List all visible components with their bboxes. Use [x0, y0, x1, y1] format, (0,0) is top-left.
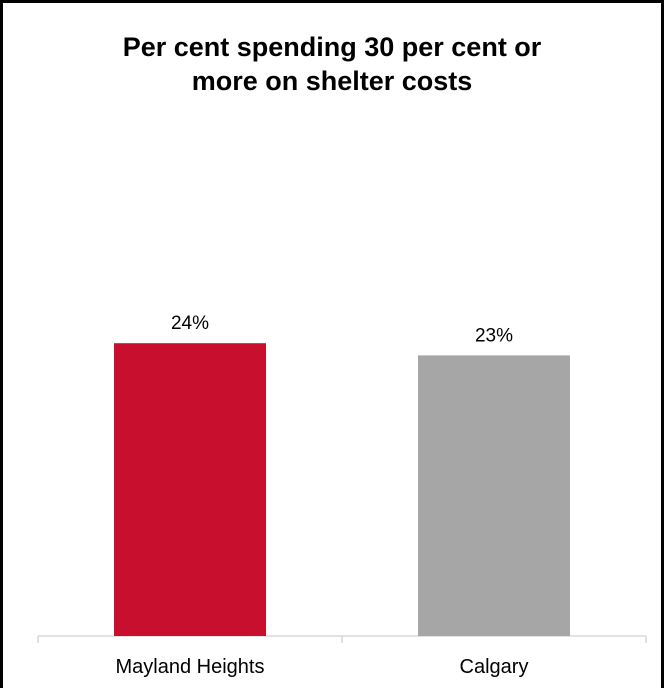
bar-mayland-heights — [114, 343, 266, 636]
bar-calgary — [418, 355, 570, 636]
data-label: 23% — [475, 325, 513, 346]
x-tick-label: Mayland Heights — [116, 656, 265, 678]
chart-title: Per cent spending 30 per cent or more on… — [0, 30, 664, 98]
x-tick-label: Calgary — [460, 656, 529, 678]
chart-title-line-2: more on shelter costs — [191, 66, 473, 96]
data-label: 24% — [171, 313, 209, 334]
chart-title-line-1: Per cent spending 30 per cent or — [122, 32, 542, 62]
